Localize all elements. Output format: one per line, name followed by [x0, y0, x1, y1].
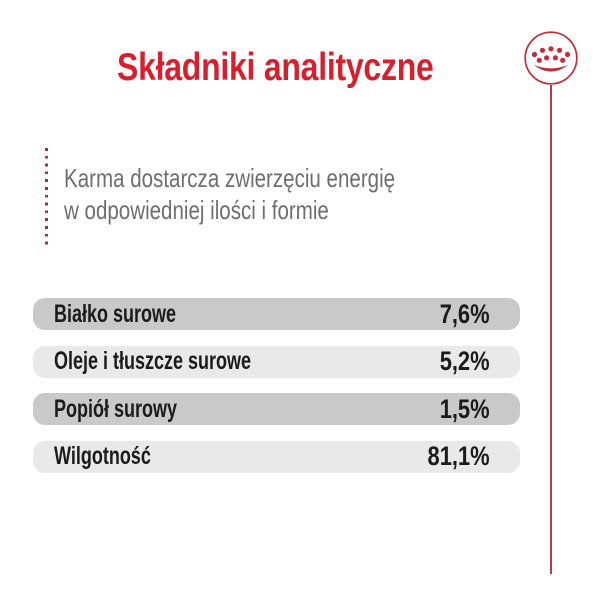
intro-paragraph: Karma dostarcza zwierzęciu energię w odp… [64, 162, 483, 226]
row-value: 1,5% [440, 393, 490, 424]
dotted-accent-rule [44, 148, 48, 249]
row-label: Wilgotność [54, 442, 151, 470]
intro-line-2: w odpowiedniej ilości i formie [64, 195, 329, 225]
page-title: Składniki analityczne [117, 46, 434, 89]
row-label: Białko surowe [54, 299, 177, 328]
row-label: Popiół surowy [54, 394, 178, 423]
row-value: 7,6% [440, 298, 490, 329]
table-row: Białko surowe 7,6% [33, 298, 520, 330]
intro-line-1: Karma dostarcza zwierzęciu energię [64, 163, 396, 193]
table-row: Oleje i tłuszcze surowe 5,2% [33, 345, 520, 378]
table-row: Popiół surowy 1,5% [33, 393, 520, 425]
crown-icon-svg [524, 31, 578, 85]
row-label: Oleje i tłuszcze surowe [54, 347, 252, 375]
row-value: 5,2% [440, 346, 490, 376]
table-row: Wilgotność 81,1% [33, 440, 520, 473]
vertical-rule [550, 85, 552, 574]
royal-canin-crown-icon [524, 31, 578, 85]
row-value: 81,1% [427, 441, 490, 471]
